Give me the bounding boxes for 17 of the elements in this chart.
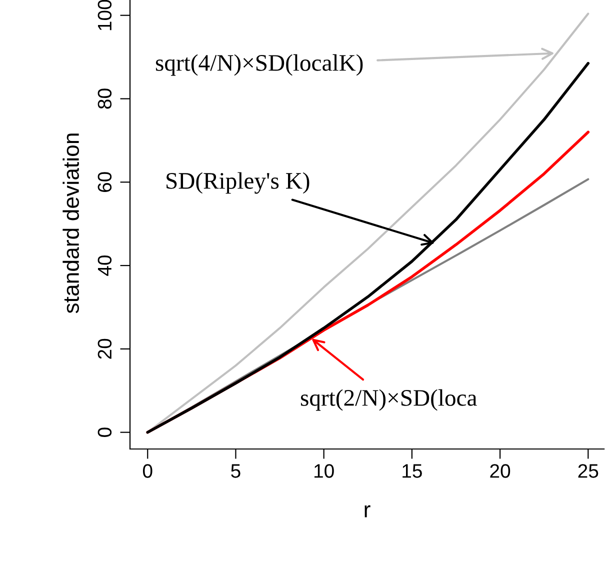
x-tick-label: 15 xyxy=(402,464,422,478)
y-tick-label: 60 xyxy=(98,172,112,192)
x-tick-label: 10 xyxy=(314,464,334,478)
x-tick-label: 25 xyxy=(578,464,598,478)
y-tick-label: 100 xyxy=(98,0,112,30)
x-tick-label: 20 xyxy=(490,464,510,478)
annotation: sqrt(2/N)×SD(loca xyxy=(300,389,477,411)
annotation: sqrt(4/N)×SD(localK) xyxy=(156,54,363,76)
y-axis-title: standard deviation xyxy=(62,134,80,314)
annotation: SD(Ripley's K) xyxy=(166,172,310,194)
x-axis-title: r xyxy=(364,505,370,518)
y-tick-label: 40 xyxy=(98,255,112,276)
x-tick-label: 0 xyxy=(142,464,152,478)
y-tick-label: 0 xyxy=(98,428,112,437)
y-tick-label: 80 xyxy=(98,88,112,109)
x-tick-label: 5 xyxy=(231,464,240,478)
y-tick-label: 20 xyxy=(98,338,112,359)
